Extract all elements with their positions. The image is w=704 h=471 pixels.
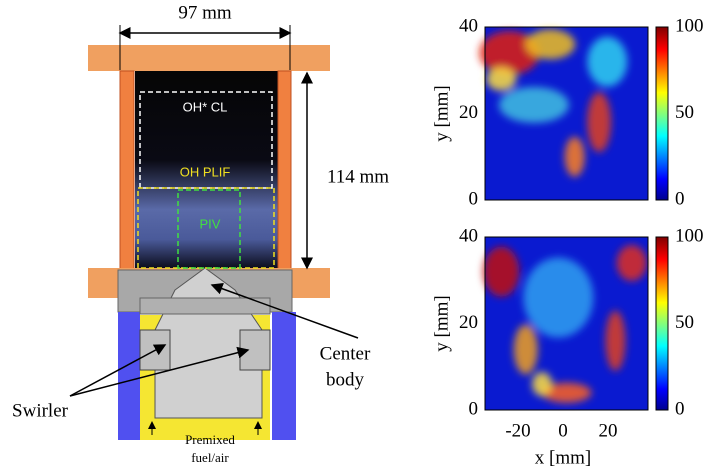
x-tick-label: 0 bbox=[558, 420, 568, 441]
y-tick-label: 40 bbox=[459, 15, 478, 36]
figure: 97 mm 114 mm OH* CL OH PLIF PIV Center b… bbox=[0, 0, 704, 471]
colorbar bbox=[656, 237, 668, 410]
heatmap-blob bbox=[587, 92, 611, 152]
heatmap-blob bbox=[565, 137, 585, 177]
region-label: PIV bbox=[200, 216, 221, 231]
colorbar bbox=[656, 27, 668, 200]
colorbar-tick-label: 0 bbox=[675, 398, 685, 419]
x-tick-label: 20 bbox=[599, 420, 618, 441]
heatmap-panel: 40 20 0 100 50 0 y [mm] bbox=[431, 15, 703, 209]
center-body-label: Center bbox=[320, 343, 371, 364]
x-axis-label: x [mm] bbox=[535, 447, 591, 468]
colorbar-tick-label: 50 bbox=[675, 102, 694, 123]
heatmap-blob bbox=[525, 29, 575, 59]
heatmap-blob bbox=[523, 258, 593, 338]
inlet-label: fuel/air bbox=[191, 450, 229, 465]
heatmap-blob bbox=[617, 245, 647, 281]
colorbar-tick-label: 50 bbox=[675, 312, 694, 333]
y-tick-label: 0 bbox=[469, 188, 479, 209]
y-tick-label: 20 bbox=[459, 312, 478, 333]
y-axis-label: y [mm] bbox=[431, 295, 452, 351]
colorbar-tick-label: 100 bbox=[675, 15, 704, 36]
y-tick-label: 0 bbox=[469, 398, 479, 419]
inlet-label: Premixed bbox=[185, 432, 235, 447]
colorbar-tick-label: 100 bbox=[675, 225, 704, 246]
heatmap-blob bbox=[483, 247, 519, 297]
heatmap-blob bbox=[486, 67, 516, 91]
region-label: OH PLIF bbox=[180, 164, 231, 179]
center-body-label: body bbox=[326, 369, 365, 390]
heatmap-blob bbox=[532, 372, 552, 396]
y-tick-label: 40 bbox=[459, 225, 478, 246]
swirler-label: Swirler bbox=[12, 400, 69, 421]
y-tick-label: 20 bbox=[459, 102, 478, 123]
combustor-schematic: 97 mm 114 mm OH* CL OH PLIF PIV Center b… bbox=[12, 2, 389, 465]
width-label: 97 mm bbox=[178, 2, 232, 23]
heatmap-blob bbox=[587, 37, 627, 87]
heatmap-panel: 40 20 0 100 50 0 y [mm] -20 0 20 x [mm] bbox=[431, 225, 703, 468]
x-tick-label: -20 bbox=[505, 420, 530, 441]
heatmap-blob bbox=[514, 324, 538, 374]
heatmap-blob bbox=[605, 311, 625, 371]
height-label: 114 mm bbox=[327, 166, 389, 187]
y-axis-label: y [mm] bbox=[431, 85, 452, 141]
colorbar-tick-label: 0 bbox=[675, 188, 685, 209]
heatmap-blob bbox=[499, 87, 569, 123]
region-label: OH* CL bbox=[183, 99, 228, 114]
